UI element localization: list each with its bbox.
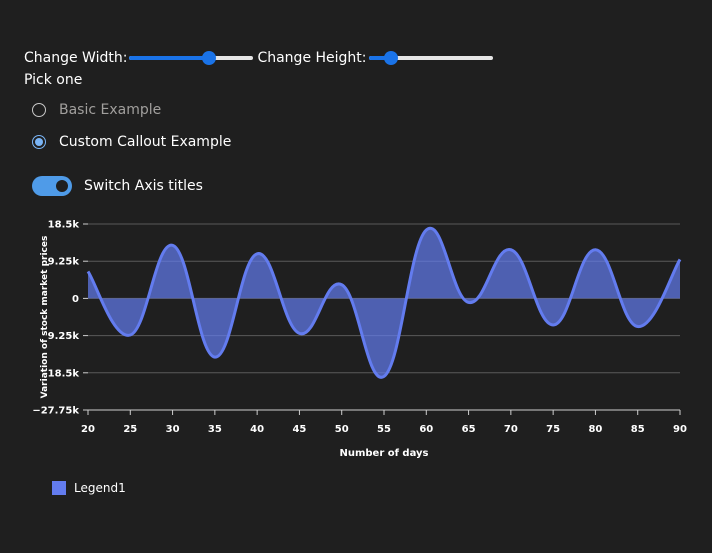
height-slider-thumb[interactable]: [383, 51, 398, 65]
x-tick-label: 20: [81, 424, 95, 435]
width-slider[interactable]: [127, 49, 255, 67]
radio-circle-icon: [32, 103, 46, 117]
radio-custom-label: Custom Callout Example: [59, 134, 232, 150]
data-point: [213, 355, 217, 359]
data-point: [678, 257, 682, 261]
radio-custom-callout-example[interactable]: Custom Callout Example: [32, 134, 231, 150]
legend-swatch: [52, 481, 66, 495]
x-tick-label: 35: [208, 424, 222, 435]
width-slider-thumb[interactable]: [201, 51, 216, 65]
data-point: [593, 248, 597, 252]
x-tick-label: 60: [419, 424, 433, 435]
data-point: [86, 269, 90, 273]
data-point: [297, 331, 301, 335]
data-point: [551, 323, 555, 327]
radio-basic-example[interactable]: Basic Example: [32, 102, 161, 118]
data-point: [424, 228, 428, 232]
y-tick-label: 0: [72, 294, 79, 305]
x-axis-title: Number of days: [339, 448, 428, 459]
x-tick-label: 65: [462, 424, 476, 435]
change-width-label: Change Width:: [24, 50, 128, 66]
data-point: [255, 252, 259, 256]
area-chart: 18.5k 9.25k 0 9.25k -18.5k −27.75k 20 25 30 35 40…: [32, 220, 687, 460]
x-tick-label: 80: [588, 424, 602, 435]
pick-one-label: Pick one: [24, 72, 83, 88]
height-slider[interactable]: [367, 49, 495, 67]
data-point: [128, 333, 132, 337]
x-tick-label: 50: [335, 424, 349, 435]
change-height-label: Change Height:: [257, 50, 367, 66]
size-controls: Change Width: Change Height:: [24, 49, 497, 67]
legend-label: Legend1: [74, 481, 126, 495]
x-axis-ticks: 20 25 30 35 40 45 50 55 60 65 70 75 80 85 90: [81, 410, 687, 435]
y-tick-label: 9.25k: [48, 331, 80, 342]
radio-basic-label: Basic Example: [59, 102, 162, 118]
x-tick-label: 85: [631, 424, 645, 435]
y-tick-label: −27.75k: [32, 406, 79, 417]
y-tick-label: -18.5k: [44, 368, 80, 379]
data-point: [467, 300, 471, 304]
x-tick-label: 90: [673, 424, 687, 435]
y-axis-title: Variation of stock market prices: [40, 236, 50, 399]
data-point: [382, 374, 386, 378]
x-tick-label: 45: [292, 424, 306, 435]
data-point: [636, 325, 640, 329]
axis-titles-toggle[interactable]: [32, 176, 72, 196]
x-tick-label: 25: [123, 424, 137, 435]
height-slider-track: [368, 56, 493, 60]
chart-legend[interactable]: Legend1: [52, 481, 126, 495]
x-tick-label: 75: [546, 424, 560, 435]
data-point: [340, 283, 344, 287]
width-slider-fill: [129, 56, 209, 60]
x-tick-label: 70: [504, 424, 518, 435]
toggle-knob: [56, 180, 68, 192]
x-tick-label: 55: [377, 424, 391, 435]
series-line: [86, 226, 682, 379]
height-slider-fill: [368, 56, 391, 60]
series-area: [88, 228, 680, 378]
data-point: [509, 248, 513, 252]
x-tick-label: 30: [166, 424, 180, 435]
y-tick-label: 18.5k: [48, 220, 80, 231]
axis-titles-toggle-label: Switch Axis titles: [84, 178, 203, 194]
y-axis-ticks: 18.5k 9.25k 0 9.25k -18.5k −27.75k: [32, 220, 88, 417]
axis-titles-toggle-row: Switch Axis titles: [32, 176, 203, 196]
y-tick-label: 9.25k: [48, 257, 80, 268]
x-tick-label: 40: [250, 424, 264, 435]
radio-selected-icon: [32, 135, 46, 149]
data-point: [171, 243, 175, 247]
